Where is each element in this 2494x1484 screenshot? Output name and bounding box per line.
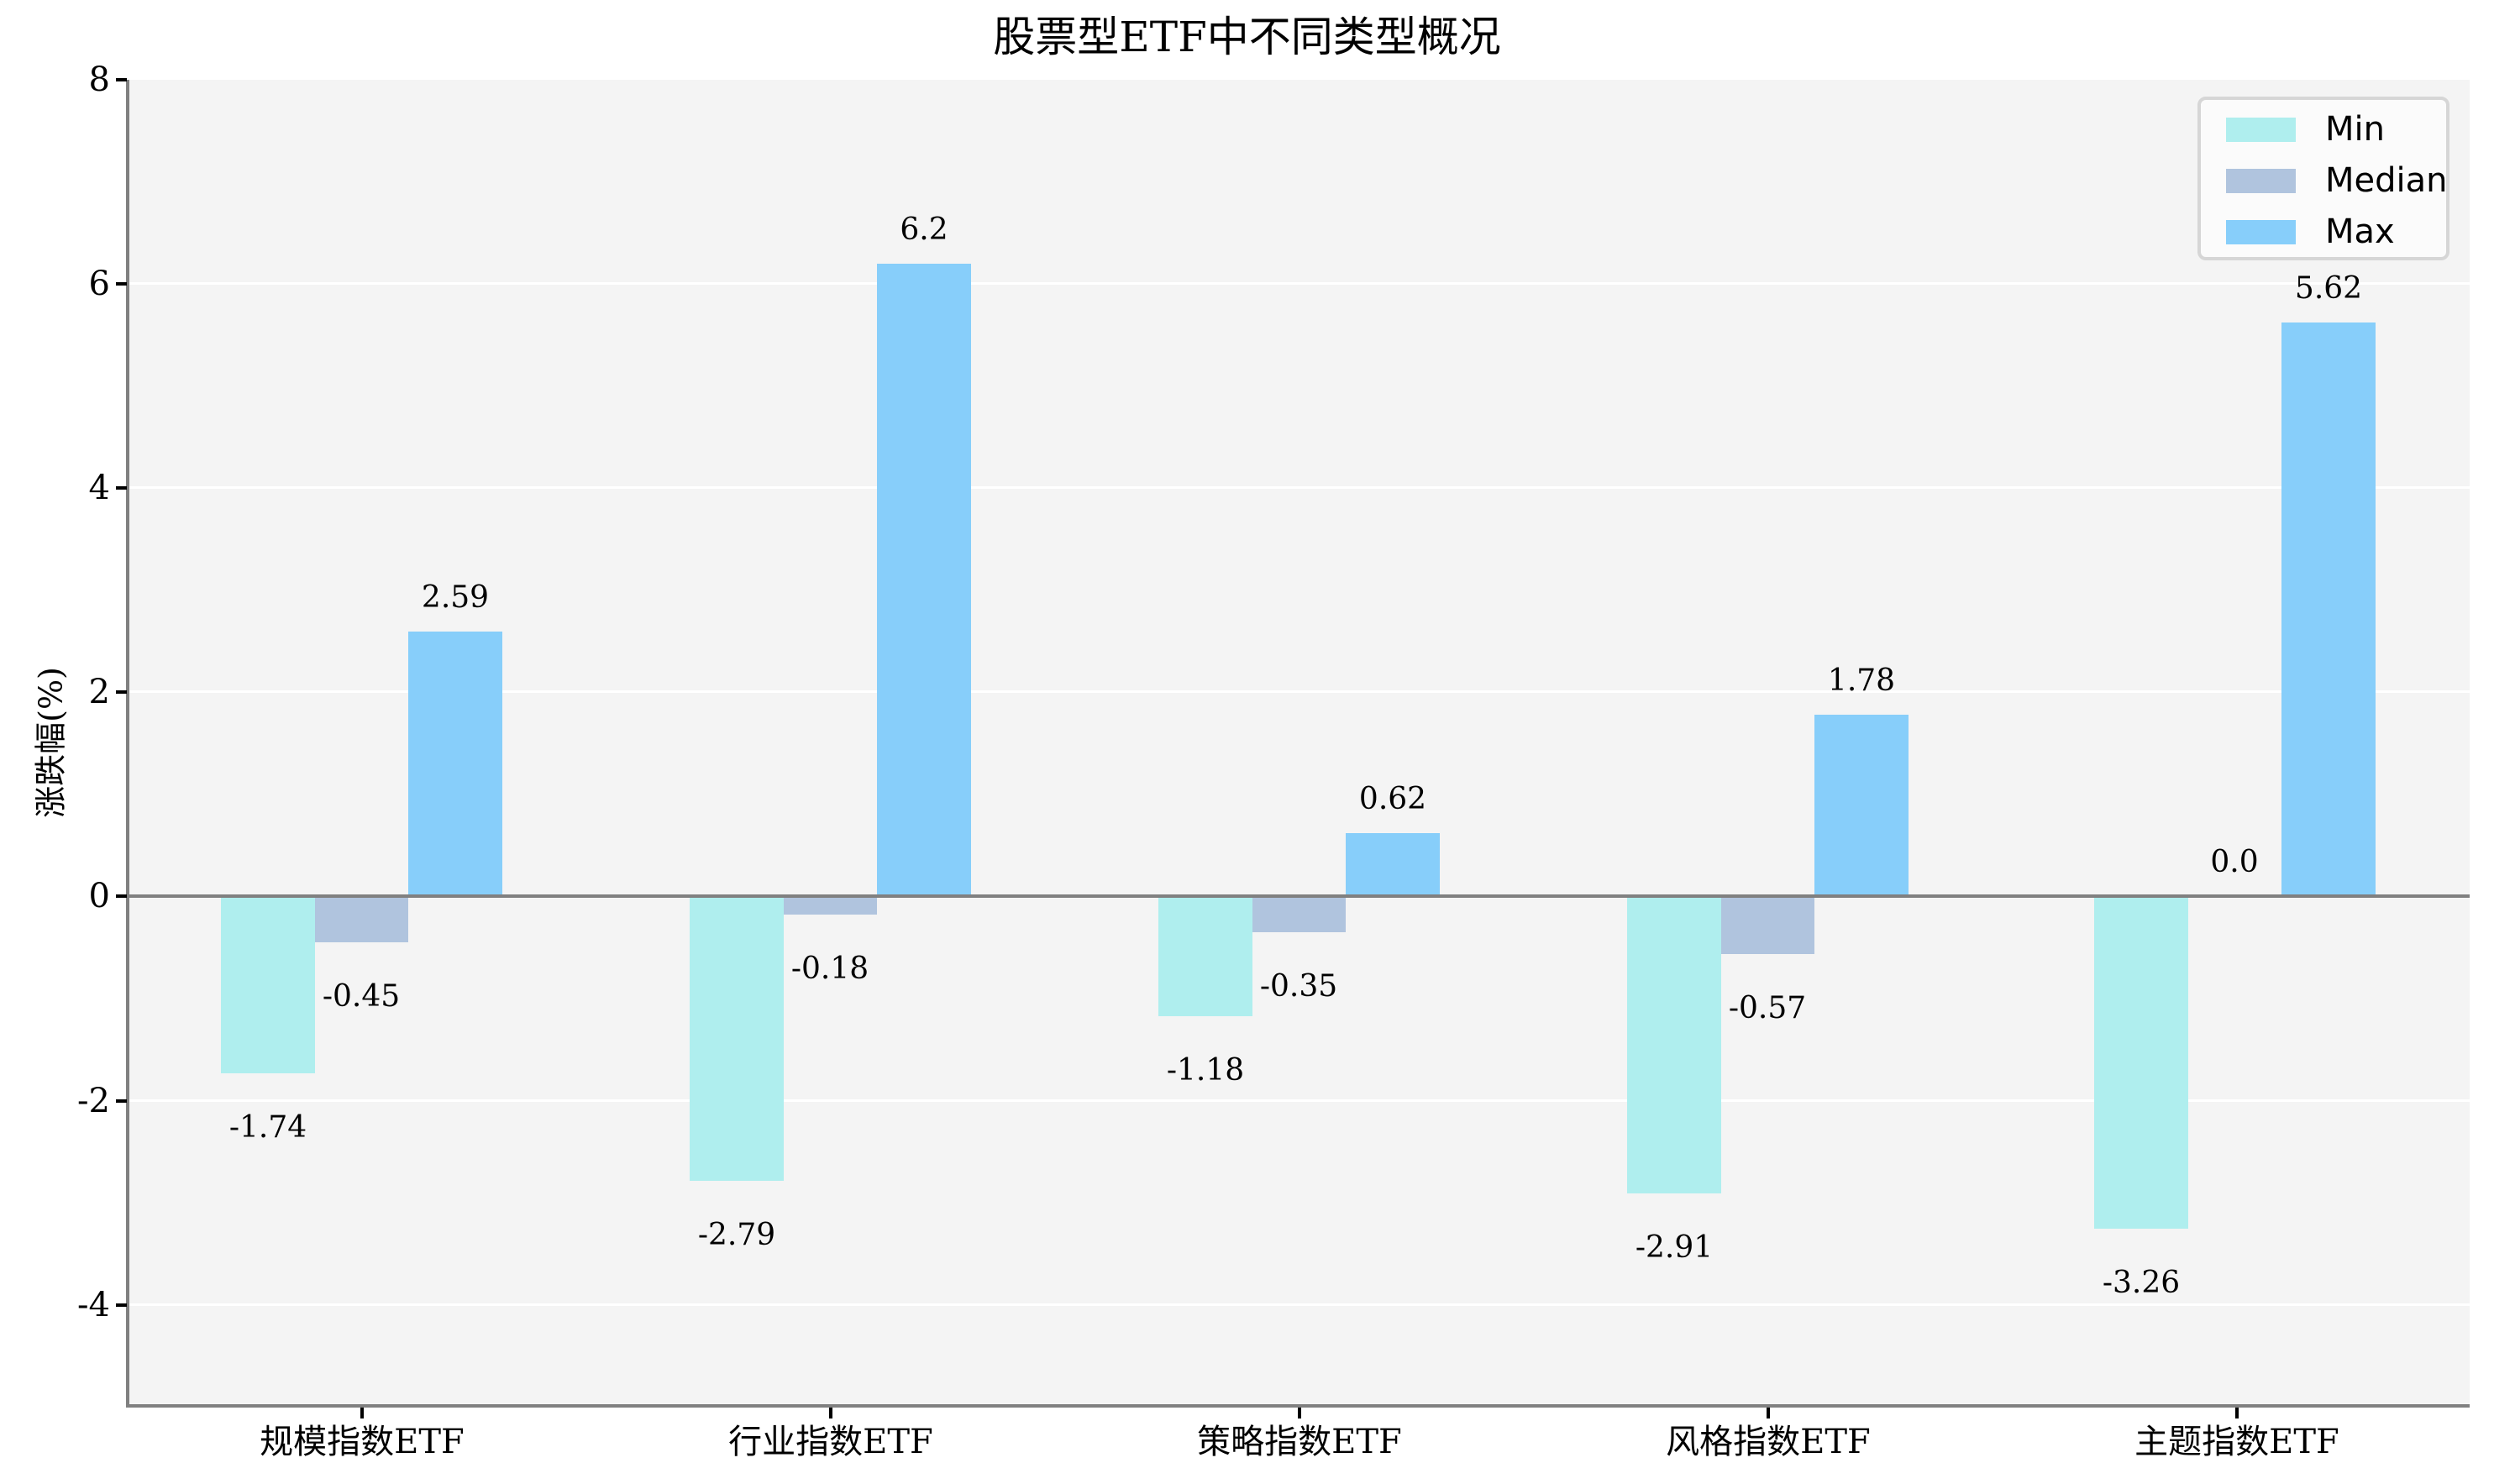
legend-item-min: Min: [2226, 110, 2385, 149]
y-tick-label: 0: [88, 877, 110, 915]
y-axis-line: [126, 80, 129, 1408]
bar-min-2: [1158, 896, 1252, 1016]
x-tick-label: 主题指数ETF: [2134, 1423, 2339, 1461]
bar-median-1: [784, 896, 877, 915]
value-label-median-3: -0.57: [1728, 991, 1807, 1025]
x-tick-label: 策略指数ETF: [1197, 1423, 1402, 1461]
zero-line: [128, 894, 2470, 898]
y-tick-label: 2: [88, 673, 110, 711]
value-label-max-0: 2.59: [421, 580, 490, 615]
value-label-min-4: -3.26: [2102, 1266, 2181, 1300]
legend-swatch-max: [2226, 219, 2296, 244]
y-tick: [116, 1303, 127, 1307]
value-label-max-3: 1.78: [1827, 663, 1896, 698]
bar-max-1: [877, 264, 971, 896]
x-tick: [2235, 1408, 2239, 1418]
y-tick-label: 6: [88, 265, 110, 303]
legend-label-median: Median: [2325, 161, 2448, 200]
value-label-median-0: -0.45: [322, 979, 401, 1014]
y-tick: [116, 282, 127, 286]
y-tick: [116, 1099, 127, 1103]
bar-median-2: [1252, 896, 1346, 932]
bar-min-0: [221, 896, 315, 1073]
x-tick-label: 规模指数ETF: [260, 1423, 465, 1461]
x-tick: [829, 1408, 832, 1418]
legend-label-min: Min: [2325, 110, 2385, 149]
gridline: [128, 282, 2470, 285]
value-label-min-3: -2.91: [1635, 1230, 1714, 1265]
bar-max-0: [408, 632, 502, 896]
value-label-min-1: -2.79: [697, 1218, 776, 1252]
bar-max-2: [1346, 833, 1440, 896]
x-axis-line: [126, 1404, 2470, 1408]
bar-max-3: [1814, 715, 1909, 896]
legend: Min Median Max: [2197, 97, 2449, 260]
y-tick-label: 8: [88, 60, 110, 99]
legend-item-max: Max: [2226, 212, 2395, 251]
value-label-max-2: 0.62: [1358, 782, 1427, 816]
y-tick-label: 4: [88, 469, 110, 507]
value-label-max-4: 5.62: [2294, 271, 2363, 306]
value-label-max-1: 6.2: [900, 212, 948, 247]
x-tick: [360, 1408, 364, 1418]
gridline: [128, 690, 2470, 693]
chart-title: 股票型ETF中不同类型概况: [993, 13, 1501, 61]
y-tick: [116, 78, 127, 81]
y-tick: [116, 486, 127, 490]
value-label-median-2: -0.35: [1259, 969, 1338, 1004]
bar-min-3: [1627, 896, 1721, 1193]
legend-swatch-min: [2226, 117, 2296, 142]
bar-min-1: [690, 896, 784, 1181]
bar-min-4: [2094, 896, 2188, 1229]
gridline: [128, 1303, 2470, 1306]
x-tick-label: 行业指数ETF: [728, 1423, 933, 1461]
x-tick-label: 风格指数ETF: [1666, 1423, 1871, 1461]
bar-max-4: [2281, 322, 2376, 896]
gridline: [128, 1099, 2470, 1102]
legend-swatch-median: [2226, 168, 2296, 193]
value-label-median-4: 0.0: [2210, 845, 2259, 879]
y-axis-label: 涨跌幅(%): [32, 667, 70, 818]
bar-median-3: [1721, 896, 1814, 954]
x-tick: [1767, 1408, 1770, 1418]
y-tick: [116, 690, 127, 694]
x-tick: [1298, 1408, 1301, 1418]
bar-median-0: [315, 896, 408, 942]
value-label-median-1: -0.18: [790, 952, 869, 986]
y-tick-label: -4: [77, 1286, 110, 1324]
legend-label-max: Max: [2325, 212, 2395, 251]
gridline: [128, 486, 2470, 489]
y-tick-label: -2: [77, 1082, 110, 1120]
value-label-min-2: -1.18: [1166, 1053, 1245, 1088]
value-label-min-0: -1.74: [228, 1110, 307, 1145]
legend-item-median: Median: [2226, 161, 2448, 200]
plot-area: [128, 80, 2470, 1406]
y-tick: [116, 894, 127, 898]
